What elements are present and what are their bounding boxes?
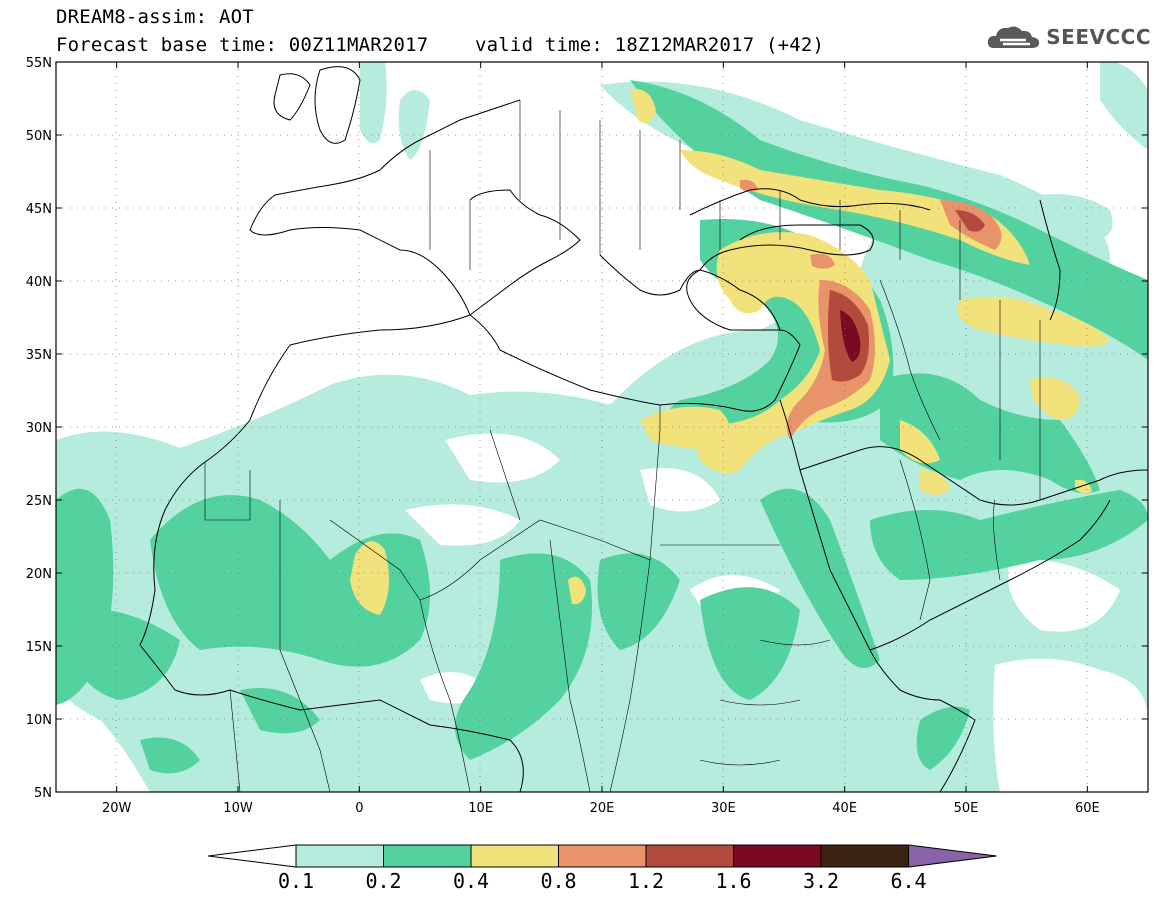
colorbar-box (558, 844, 647, 868)
lat-tick-label: 30N (26, 421, 52, 436)
lat-tick-label: 55N (26, 56, 52, 71)
longitude-axis: 20W 10W 0 10E 20E 30E 40E 50E 60E (102, 62, 1100, 816)
colorbar-label: 1.6 (715, 869, 751, 893)
colorbar-label: 0.4 (453, 869, 489, 893)
lat-tick-label: 40N (26, 275, 52, 290)
lat-tick-label: 15N (26, 640, 52, 655)
lat-tick-label: 10N (26, 713, 52, 728)
colorbar-box (820, 844, 909, 868)
forecast-base-time: Forecast base time: 00Z11MAR2017 (56, 34, 429, 56)
colorbar-label: 0.8 (540, 869, 576, 893)
map-title: DREAM8-assim: AOT (56, 6, 254, 28)
latitude-axis: 55N 50N 45N 40N 35N 30N 25N 20N 15N 10N 5N (26, 56, 1148, 801)
aot-level-1-6 (840, 310, 861, 362)
colorbar-label: 0.2 (365, 869, 401, 893)
lat-tick-label: 5N (34, 786, 52, 801)
logo-text: SEEVCCC (1046, 25, 1151, 49)
country-borders (204, 100, 1041, 792)
lat-tick-label: 50N (26, 129, 52, 144)
colorbar-box (295, 844, 384, 868)
colorbar-label: 0.1 (278, 869, 314, 893)
colorbar-box (645, 844, 734, 868)
coastlines (139, 66, 1148, 792)
colorbar-box (470, 844, 559, 868)
colorbar-label: 3.2 (803, 869, 839, 893)
time-info: Forecast base time: 00Z11MAR2017 valid t… (56, 34, 824, 56)
colorbar-box (733, 844, 822, 868)
graticule (56, 62, 1148, 792)
lon-tick-label: 0 (355, 801, 363, 816)
lat-tick-label: 35N (26, 348, 52, 363)
lon-tick-label: 30E (711, 801, 736, 816)
lon-tick-label: 20W (102, 801, 132, 816)
colorbar-high-arrow (908, 844, 997, 868)
lon-tick-label: 20E (590, 801, 615, 816)
valid-time: valid time: 18Z12MAR2017 (+42) (475, 34, 825, 56)
lat-tick-label: 20N (26, 567, 52, 582)
lon-tick-label: 10E (468, 801, 493, 816)
colorbar-label: 6.4 (890, 869, 926, 893)
colorbar-low-arrow (207, 844, 297, 868)
lat-tick-label: 25N (26, 494, 52, 509)
colorbar: 0.1 0.2 0.4 0.8 1.2 1.6 3.2 6.4 (207, 844, 997, 893)
aot-field (56, 62, 1148, 792)
cloud-logo-icon (988, 26, 1040, 48)
lon-tick-label: 40E (832, 801, 857, 816)
lat-tick-label: 45N (26, 202, 52, 217)
lon-tick-label: 60E (1075, 801, 1100, 816)
colorbar-label: 1.2 (628, 869, 664, 893)
colorbar-box (383, 844, 472, 868)
seevccc-logo: SEEVCCC (986, 22, 1151, 52)
lon-tick-label: 10W (223, 801, 253, 816)
lon-tick-label: 50E (954, 801, 979, 816)
